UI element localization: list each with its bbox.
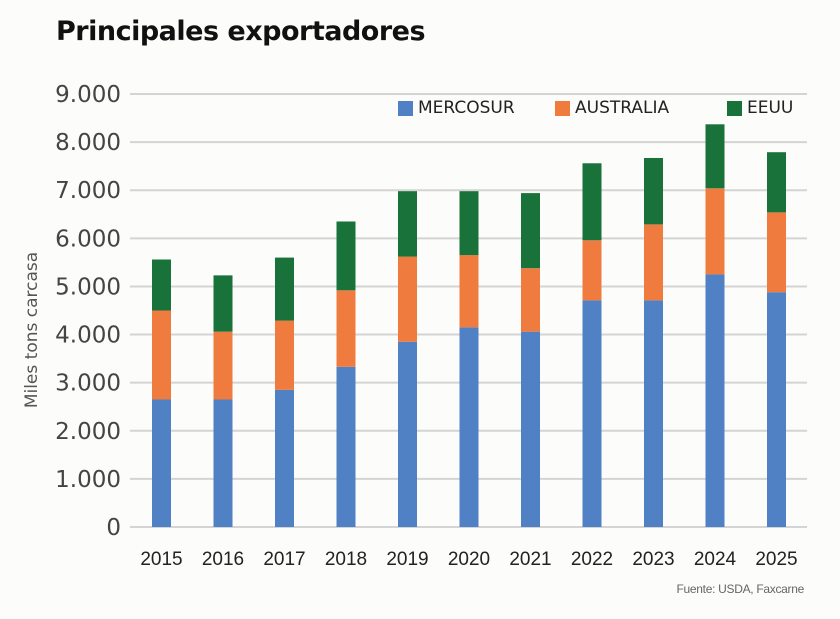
- y-tick-label: 4.000: [55, 323, 121, 349]
- chart-title: Principales exportadores: [56, 16, 426, 47]
- bar-eeuu-2024: [705, 124, 725, 189]
- bar-australia-2016: [213, 331, 233, 400]
- x-tick-label: 2021: [509, 549, 551, 570]
- x-tick-label: 2015: [140, 549, 182, 570]
- bar-australia-2019: [398, 256, 417, 342]
- x-tick-label: 2019: [386, 549, 428, 570]
- bar-eeuu-2018: [336, 221, 356, 291]
- legend-label-australia: AUSTRALIA: [575, 98, 670, 118]
- bar-eeuu-2019: [398, 191, 417, 257]
- y-tick-label: 8.000: [55, 130, 121, 156]
- bar-eeuu-2025: [767, 152, 786, 213]
- bar-mercosur-2019: [398, 341, 417, 527]
- bar-mercosur-2017: [275, 389, 294, 527]
- bar-australia-2022: [582, 240, 602, 301]
- bar-mercosur-2015: [152, 399, 171, 527]
- legend-swatch-australia: [555, 100, 570, 116]
- bar-eeuu-2022: [582, 163, 602, 241]
- legend-item-mercosur: MERCOSUR: [398, 98, 515, 118]
- bar-eeuu-2021: [521, 193, 540, 269]
- bar-eeuu-2023: [644, 157, 663, 225]
- bar-australia-2015: [152, 310, 171, 400]
- y-tick-label: 6.000: [55, 226, 121, 252]
- bar-mercosur-2023: [644, 300, 663, 527]
- legend-swatch-eeuu: [727, 100, 742, 116]
- y-tick-label: 1.000: [55, 467, 121, 493]
- bar-eeuu-2020: [459, 191, 479, 256]
- bar-mercosur-2022: [582, 300, 602, 527]
- legend-swatch-mercosur: [398, 100, 413, 116]
- bar-eeuu-2017: [275, 257, 294, 321]
- legend-item-eeuu: EEUU: [727, 98, 793, 118]
- bar-mercosur-2018: [336, 366, 356, 527]
- x-tick-label: 2024: [694, 549, 737, 570]
- bar-australia-2024: [705, 188, 725, 275]
- y-tick-label: 2.000: [55, 419, 121, 445]
- x-tick-label: 2018: [325, 549, 367, 570]
- bar-australia-2020: [459, 255, 479, 328]
- bar-eeuu-2015: [152, 259, 171, 311]
- bar-australia-2025: [767, 212, 786, 293]
- source-note: Fuente: USDA, Faxcarne: [676, 582, 805, 596]
- bar-mercosur-2024: [705, 274, 725, 527]
- legend-label-eeuu: EEUU: [747, 98, 794, 118]
- y-tick-label: 9.000: [55, 82, 121, 108]
- x-tick-label: 2023: [632, 549, 674, 570]
- y-tick-label: 0: [106, 515, 121, 541]
- bar-australia-2017: [275, 320, 294, 390]
- bar-eeuu-2016: [213, 275, 233, 332]
- x-tick-label: 2025: [755, 549, 797, 570]
- bar-mercosur-2016: [213, 399, 233, 527]
- bar-mercosur-2020: [459, 327, 479, 527]
- x-tick-label: 2016: [202, 549, 244, 570]
- legend-label-mercosur: MERCOSUR: [418, 98, 515, 118]
- bar-mercosur-2021: [521, 331, 540, 527]
- y-tick-label: 5.000: [55, 274, 121, 300]
- y-tick-label: 7.000: [55, 178, 121, 204]
- bar-mercosur-2025: [767, 292, 786, 527]
- legend-item-australia: AUSTRALIA: [555, 98, 669, 118]
- x-tick-label: 2022: [571, 549, 613, 570]
- x-tick-label: 2020: [448, 549, 490, 570]
- y-tick-label: 3.000: [55, 371, 121, 397]
- bar-australia-2023: [644, 224, 663, 301]
- bar-australia-2021: [521, 268, 540, 332]
- x-tick-label: 2017: [263, 549, 305, 570]
- bar-australia-2018: [336, 290, 356, 367]
